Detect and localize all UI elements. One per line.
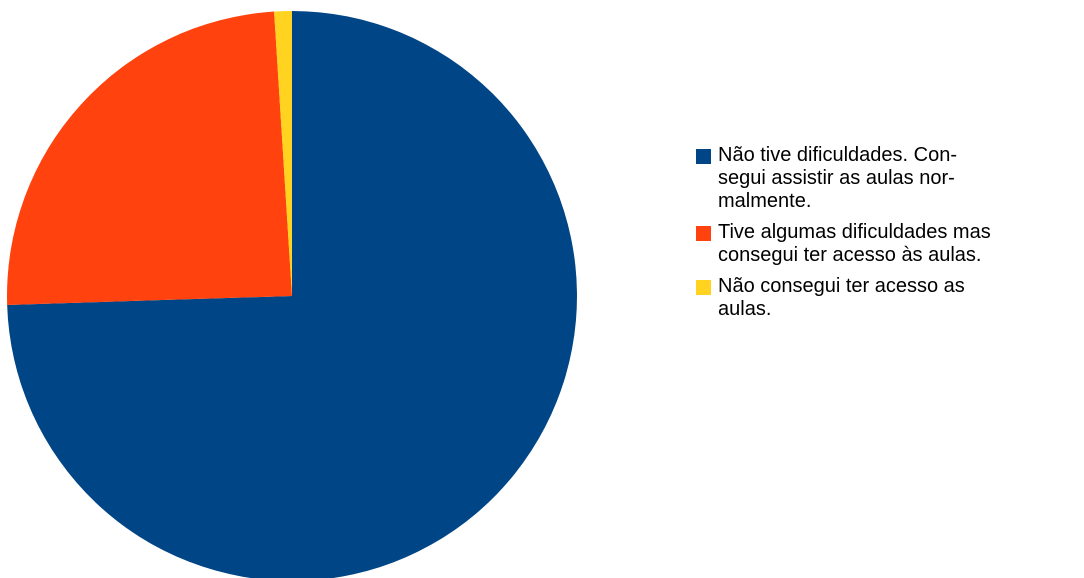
legend-label: Tive algumas dificuldades mas consegui t… bbox=[718, 221, 991, 266]
legend-swatch bbox=[696, 149, 711, 164]
pie-chart bbox=[6, 11, 577, 578]
pie-slice-1 bbox=[7, 11, 577, 578]
legend-label: Não tive dificuldades. Con- segui assist… bbox=[718, 144, 958, 212]
legend-swatch bbox=[696, 280, 711, 295]
pie-slice-3 bbox=[274, 11, 292, 296]
legend-item-2: Tive algumas dificuldades mas consegui t… bbox=[696, 221, 1081, 267]
legend: Não tive dificuldades. Con- segui assist… bbox=[696, 144, 1081, 329]
legend-item-1: Não tive dificuldades. Con- segui assist… bbox=[696, 144, 1081, 213]
pie-slice-2 bbox=[6, 11, 292, 305]
legend-label: Não consegui ter acesso as aulas. bbox=[718, 275, 965, 320]
legend-item-3: Não consegui ter acesso as aulas. bbox=[696, 275, 1081, 321]
legend-swatch bbox=[696, 226, 711, 241]
